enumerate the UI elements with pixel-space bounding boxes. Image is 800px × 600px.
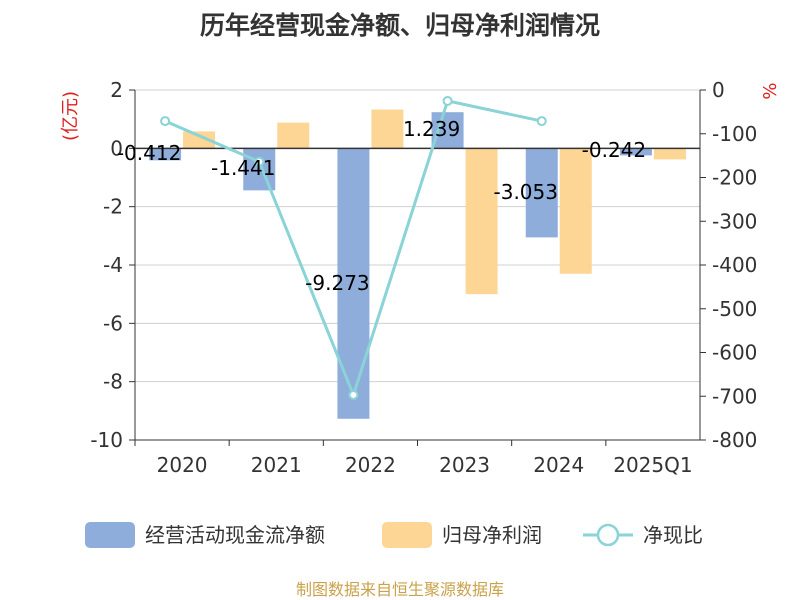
ratio-point[interactable] — [348, 389, 359, 400]
chart-title: 历年经营现金净额、归母净利润情况 — [200, 11, 600, 40]
right-axis-unit: % — [760, 82, 781, 99]
right-tick-label: -600 — [712, 341, 757, 365]
right-tick-label: -300 — [712, 209, 757, 233]
ratio-point[interactable] — [536, 116, 547, 127]
bars — [149, 109, 686, 419]
line-series — [160, 95, 547, 400]
left-tick-label: -4 — [103, 253, 123, 277]
legend[interactable]: 经营活动现金流净额 归母净利润 净现比 — [85, 522, 703, 548]
legend-net-profit-label[interactable]: 归母净利润 — [442, 523, 542, 547]
source-note: 制图数据来自恒生聚源数据库 — [296, 580, 504, 599]
right-tick-label: -500 — [712, 297, 757, 321]
cashflow-data-label: -1.441 — [211, 156, 275, 180]
legend-cashflow-swatch[interactable] — [85, 522, 135, 548]
left-tick-label: 0 — [110, 136, 123, 160]
cashflow-data-label: -3.053 — [494, 180, 558, 204]
legend-net-profit-swatch[interactable] — [382, 522, 432, 548]
left-tick-label: -8 — [103, 370, 123, 394]
left-tick-label: -10 — [90, 428, 123, 452]
bar-cashflow[interactable] — [619, 148, 652, 156]
x-tick-label: 2024 — [533, 453, 584, 477]
right-tick-label: -700 — [712, 384, 757, 408]
cashflow-data-label: 1.239 — [403, 117, 460, 141]
right-tick-label: -200 — [712, 166, 757, 190]
right-tick-label: -800 — [712, 428, 757, 452]
left-tick-label: -6 — [103, 311, 123, 335]
bar-net-profit[interactable] — [653, 148, 686, 160]
right-axis: 0 -100 -200 -300 -400 -500 -600 -700 -800 — [699, 78, 757, 452]
right-tick-label: 0 — [712, 78, 725, 102]
legend-cashflow-label[interactable]: 经营活动现金流净额 — [145, 523, 325, 547]
x-tick-label: 2025Q1 — [613, 453, 692, 477]
x-tick-label: 2021 — [251, 453, 302, 477]
bar-net-profit[interactable] — [371, 109, 404, 149]
ratio-point[interactable] — [254, 156, 265, 167]
right-tick-label: -400 — [712, 253, 757, 277]
bar-net-profit[interactable] — [559, 148, 592, 274]
bar-cashflow[interactable] — [337, 148, 370, 419]
legend-ratio-swatch-marker[interactable] — [596, 523, 620, 547]
cashflow-data-label: -0.412 — [117, 141, 181, 165]
left-axis-unit: (亿元) — [60, 91, 81, 141]
left-tick-label: -2 — [103, 195, 123, 219]
left-tick-label: 2 — [110, 78, 123, 102]
data-labels: -0.412 -1.441 -9.273 1.239 -3.053 -0.242 — [117, 117, 646, 295]
ratio-point[interactable] — [442, 95, 453, 106]
cashflow-data-label: -9.273 — [305, 271, 369, 295]
left-axis: 2 0 -2 -4 -6 -8 -10 — [90, 78, 136, 452]
cashflow-data-label: -0.242 — [582, 138, 646, 162]
bar-net-profit[interactable] — [465, 148, 498, 295]
bar-cashflow[interactable] — [243, 148, 276, 191]
x-tick-label: 2022 — [345, 453, 396, 477]
bar-net-profit[interactable] — [277, 122, 310, 149]
x-axis: 2020 2021 2022 2023 2024 2025Q1 — [134, 439, 700, 477]
x-tick-label: 2023 — [439, 453, 490, 477]
legend-ratio-label[interactable]: 净现比 — [643, 523, 703, 547]
x-tick-label: 2020 — [157, 453, 208, 477]
ratio-point[interactable] — [160, 116, 171, 127]
bar-net-profit[interactable] — [183, 131, 216, 149]
bar-cashflow[interactable] — [149, 148, 182, 161]
bar-cashflow[interactable] — [525, 148, 558, 238]
right-tick-label: -100 — [712, 122, 757, 146]
